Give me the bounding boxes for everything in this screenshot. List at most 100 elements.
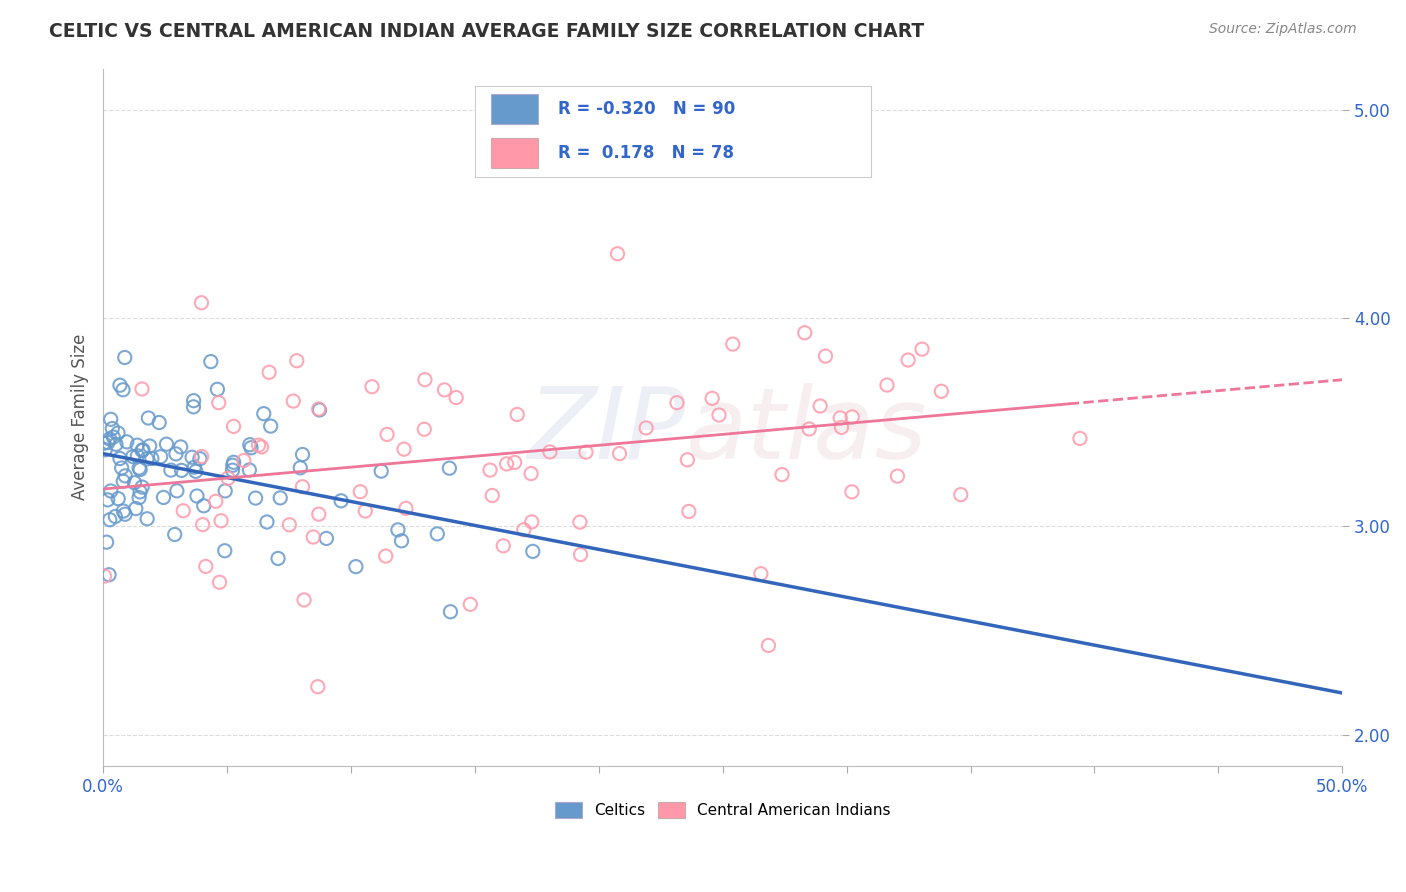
Point	[911, 342, 934, 356]
Point	[375, 427, 398, 442]
Point	[190, 450, 212, 464]
Point	[194, 559, 217, 574]
Point	[808, 399, 831, 413]
Point	[136, 512, 159, 526]
Point	[444, 391, 467, 405]
Point	[103, 430, 125, 444]
Point	[702, 392, 724, 406]
Point	[250, 440, 273, 454]
Text: ZIP: ZIP	[527, 383, 686, 480]
Point	[239, 438, 262, 452]
Point	[770, 467, 793, 482]
Point	[200, 354, 222, 368]
Point	[315, 532, 337, 546]
Point	[121, 450, 143, 464]
Text: CELTIC VS CENTRAL AMERICAN INDIAN AVERAGE FAMILY SIZE CORRELATION CHART: CELTIC VS CENTRAL AMERICAN INDIAN AVERAG…	[49, 22, 925, 41]
Text: atlas: atlas	[686, 383, 927, 480]
Point	[191, 517, 214, 532]
Point	[749, 566, 772, 581]
Point	[568, 515, 591, 529]
Point	[111, 383, 134, 397]
Point	[238, 463, 260, 477]
Point	[124, 475, 146, 490]
Point	[115, 434, 138, 449]
Point	[886, 469, 908, 483]
Point	[931, 384, 953, 399]
Point	[344, 559, 367, 574]
Point	[127, 438, 149, 452]
Point	[222, 419, 245, 434]
Point	[108, 451, 131, 466]
Point	[217, 471, 239, 485]
Y-axis label: Average Family Size: Average Family Size	[72, 334, 89, 500]
Point	[292, 593, 315, 607]
Point	[1069, 432, 1091, 446]
Point	[458, 598, 481, 612]
Point	[222, 455, 245, 469]
Point	[283, 394, 305, 409]
Point	[101, 421, 124, 435]
Point	[814, 349, 837, 363]
Point	[439, 605, 461, 619]
Point	[131, 443, 153, 458]
Point	[569, 548, 592, 562]
Point	[141, 451, 163, 466]
Point	[112, 504, 135, 518]
Point	[127, 449, 149, 463]
Point	[166, 483, 188, 498]
Point	[183, 393, 205, 408]
Point	[831, 420, 853, 434]
Point	[111, 461, 134, 475]
Point	[269, 491, 291, 505]
Point	[135, 451, 157, 466]
Point	[676, 452, 699, 467]
Point	[481, 488, 503, 502]
Point	[138, 439, 160, 453]
Point	[290, 460, 312, 475]
Point	[830, 411, 852, 425]
Point	[426, 527, 449, 541]
Point	[131, 480, 153, 494]
Point	[257, 365, 280, 379]
Point	[240, 441, 263, 455]
Point	[128, 491, 150, 505]
Point	[163, 527, 186, 541]
Point	[183, 460, 205, 475]
Point	[575, 445, 598, 459]
Point	[538, 445, 561, 459]
Point	[160, 463, 183, 477]
Point	[439, 461, 461, 475]
Point	[114, 351, 136, 365]
Point	[503, 455, 526, 469]
Point	[221, 463, 243, 477]
Point	[104, 509, 127, 524]
Point	[330, 493, 353, 508]
Point	[193, 499, 215, 513]
Point	[184, 464, 207, 478]
Point	[204, 494, 226, 508]
Point	[208, 395, 231, 409]
Point	[107, 491, 129, 506]
Point	[183, 400, 205, 414]
Point	[387, 523, 409, 537]
Point	[606, 247, 628, 261]
Point	[128, 461, 150, 475]
Point	[949, 488, 972, 502]
Point	[100, 483, 122, 498]
Point	[758, 639, 780, 653]
Point	[799, 422, 821, 436]
Point	[876, 378, 898, 392]
Point	[114, 468, 136, 483]
Point	[522, 544, 544, 558]
Point	[370, 464, 392, 478]
Point	[97, 435, 120, 450]
Point	[609, 447, 631, 461]
Point	[188, 451, 211, 466]
Point	[100, 412, 122, 426]
Point	[138, 411, 160, 425]
Point	[841, 409, 863, 424]
Point	[155, 437, 177, 451]
Point	[392, 442, 415, 457]
Point	[278, 517, 301, 532]
Point	[513, 523, 536, 537]
